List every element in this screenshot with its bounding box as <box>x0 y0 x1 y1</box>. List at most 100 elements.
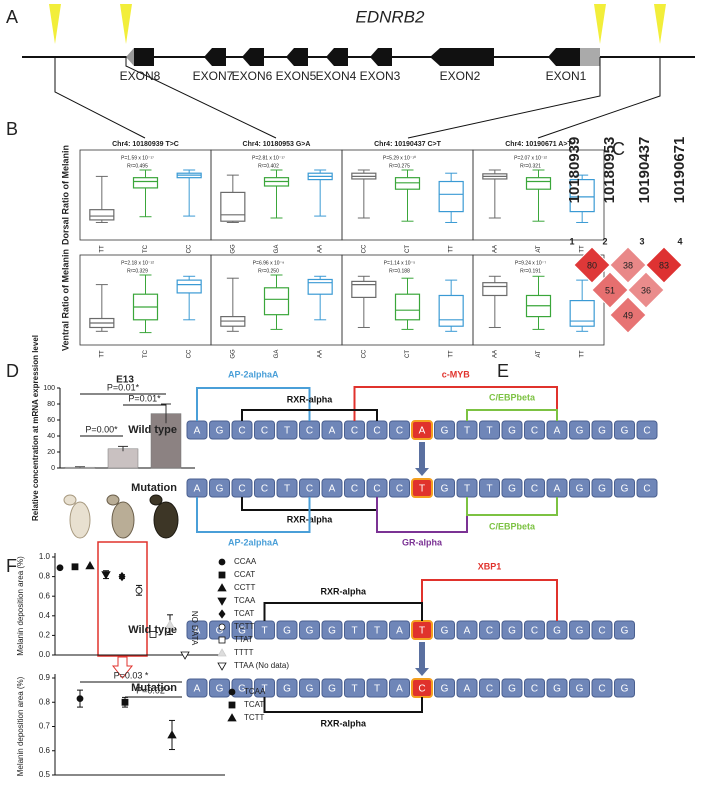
base: T <box>464 426 470 437</box>
base: C <box>306 426 313 437</box>
base: C <box>531 684 538 695</box>
marker <box>218 623 226 631</box>
base-box <box>299 620 320 640</box>
r-squared: R²=0.329 <box>127 268 148 274</box>
genotype-label: TT <box>449 245 455 253</box>
base: G <box>238 626 246 637</box>
base-box <box>501 478 523 498</box>
base: A <box>194 684 201 695</box>
annotation: P=0.03 * <box>114 670 149 680</box>
duck <box>106 494 135 539</box>
annotation: P=0.01* <box>128 393 161 403</box>
connector <box>407 57 601 139</box>
base-box <box>254 420 275 440</box>
base-box <box>209 420 230 440</box>
box <box>176 279 202 294</box>
p-value: P=5.29 x 10⁻¹⁰ <box>383 155 416 161</box>
legend-label: CCAT <box>234 570 255 579</box>
base-box <box>479 420 500 440</box>
motif-bracket <box>196 497 311 533</box>
exon <box>286 48 308 66</box>
marker <box>135 586 143 594</box>
box <box>263 287 290 316</box>
ld-value: 36 <box>641 285 651 295</box>
exon <box>134 48 154 66</box>
motif-label: GR-alpha <box>402 537 443 547</box>
base-box <box>636 478 658 498</box>
ld-cell <box>627 271 665 309</box>
legend-label: TCAT <box>234 609 254 618</box>
marker <box>165 619 175 629</box>
exon-utr <box>126 48 134 66</box>
base: G <box>576 426 584 437</box>
exon <box>548 48 580 66</box>
base: G <box>441 684 449 695</box>
base-box <box>524 478 545 498</box>
y-tick-label: 0.8 <box>39 697 51 706</box>
index-label: 2 <box>602 236 607 246</box>
marker <box>228 701 236 709</box>
genotype-label: CC <box>187 349 193 358</box>
motif-bracket <box>466 409 558 421</box>
y-tick-label: 0.7 <box>39 722 51 731</box>
snp-title: Chr4: 10190437 C>T <box>374 141 441 148</box>
base-box <box>591 678 613 698</box>
exon-utr <box>580 48 600 66</box>
marker <box>218 636 226 644</box>
r-squared: R²=0.275 <box>389 163 410 169</box>
panel-label: D <box>6 361 19 381</box>
base: A <box>464 684 471 695</box>
base-box <box>389 678 410 698</box>
base: G <box>441 626 449 637</box>
annotation: P=0.01* <box>107 382 140 392</box>
panel-label: C <box>612 139 625 159</box>
marker <box>217 648 227 657</box>
base: G <box>576 626 584 637</box>
motif-label: C/EBPbeta <box>489 392 536 402</box>
base: A <box>554 426 561 437</box>
motif-label: XBP1 <box>478 561 502 571</box>
base: T <box>486 426 492 437</box>
base: T <box>464 484 470 495</box>
marker <box>218 609 226 619</box>
marker <box>149 631 157 638</box>
legend-label: TCAA <box>244 687 266 696</box>
annotation: NO DATA <box>190 611 199 646</box>
marker <box>76 695 84 703</box>
base-box <box>389 420 410 440</box>
legend-label: TCTT <box>234 622 255 631</box>
y-tick-label: 0.4 <box>39 611 51 620</box>
snp-marker <box>120 4 132 44</box>
base: C <box>396 426 403 437</box>
genotype-label: CC <box>361 244 367 253</box>
base: C <box>238 426 245 437</box>
box <box>394 293 421 321</box>
row-label: Mutation <box>131 682 177 694</box>
genotype-label: AA <box>492 245 498 253</box>
base: A <box>194 484 201 495</box>
base: C <box>351 484 358 495</box>
base-box <box>434 620 455 640</box>
base: A <box>554 484 561 495</box>
base: A <box>419 426 426 437</box>
exon-label: EXON7 <box>193 69 234 83</box>
base: G <box>576 484 584 495</box>
base-box <box>321 478 343 498</box>
motif-label: RXR-alpha <box>287 394 334 404</box>
index-label: 4 <box>677 236 682 246</box>
motif-bracket <box>196 387 311 421</box>
base-box <box>479 478 500 498</box>
connector <box>54 57 146 139</box>
base-box <box>366 678 388 698</box>
exon <box>430 48 494 66</box>
base: C <box>238 484 245 495</box>
box <box>351 280 377 298</box>
box <box>132 177 159 189</box>
exon <box>242 48 264 66</box>
base-box <box>636 420 658 440</box>
base: G <box>216 484 224 495</box>
duck <box>63 494 91 539</box>
base-box <box>591 420 613 440</box>
r-squared: R²=0.191 <box>520 268 541 274</box>
